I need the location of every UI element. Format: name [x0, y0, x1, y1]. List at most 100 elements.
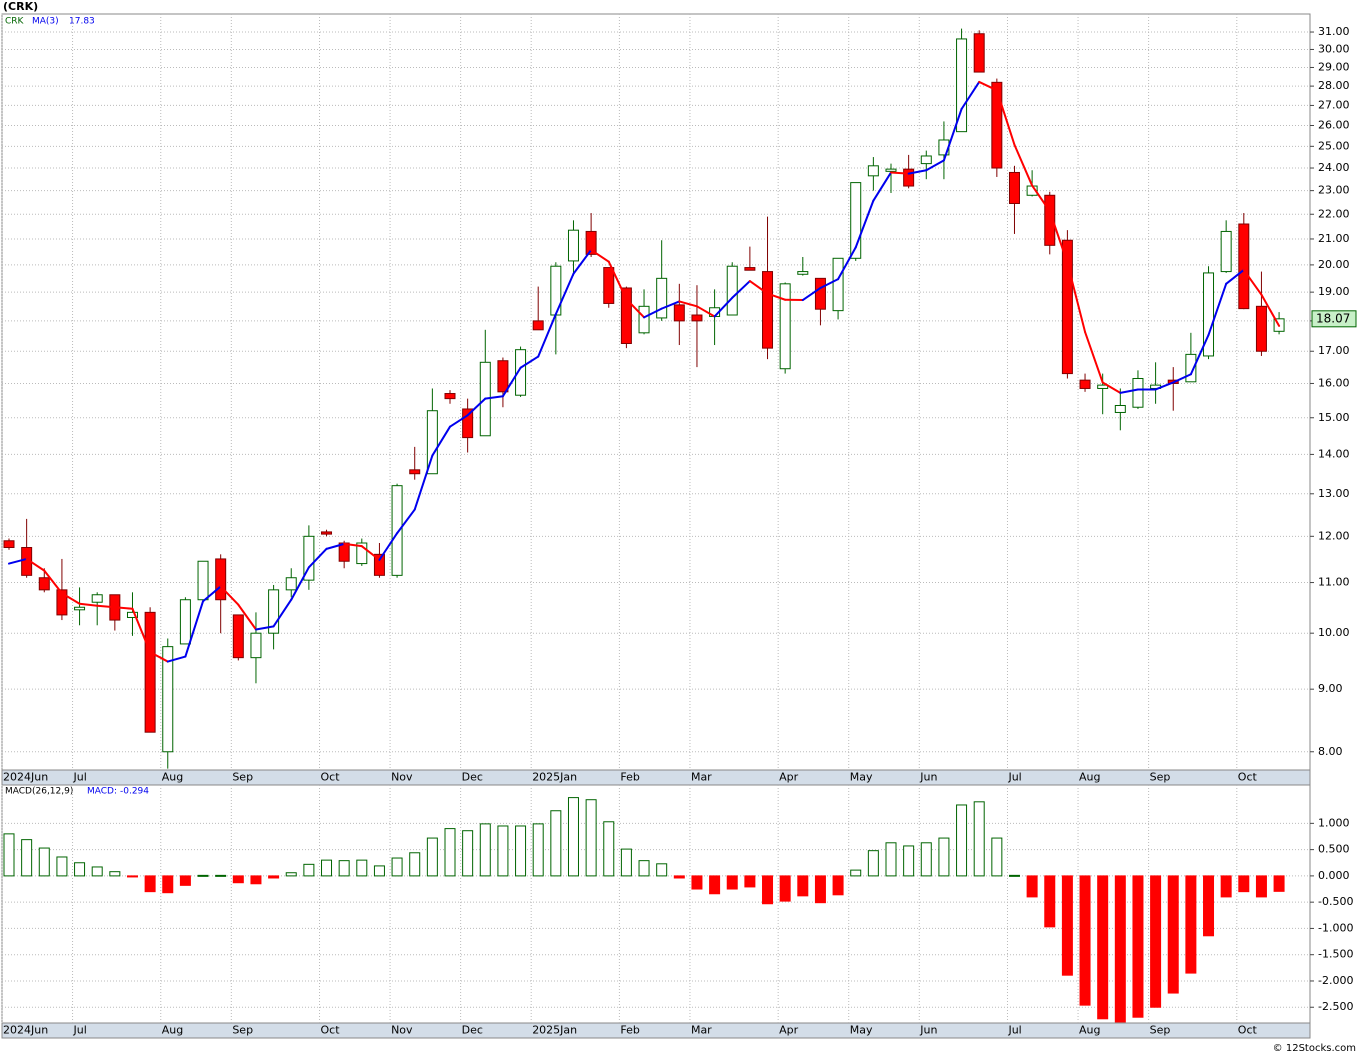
x-tick-label: 2024Jun	[3, 771, 48, 784]
macd-bar	[21, 839, 33, 877]
candle-body	[638, 305, 650, 334]
macd-bar	[56, 856, 68, 877]
y-tick-label: 29.00	[1318, 60, 1350, 73]
candle-body	[673, 304, 685, 322]
ma-segment	[837, 246, 857, 281]
ma-segment	[254, 625, 275, 631]
candle-body	[74, 606, 86, 611]
ma-segment	[343, 542, 363, 548]
macd-bar	[303, 863, 315, 877]
candle-body	[321, 531, 333, 535]
macd-bar	[1150, 875, 1162, 1008]
ma-segment	[8, 557, 28, 565]
macd-bar	[567, 797, 579, 877]
candle-body	[726, 265, 738, 316]
ma-segment	[60, 592, 81, 605]
candle-body	[1008, 171, 1020, 204]
x-tick-label: Feb	[620, 1024, 639, 1037]
macd-bar	[956, 804, 968, 877]
x-tick-label: Jul	[73, 1024, 87, 1037]
x-tick-label: May	[850, 771, 873, 784]
macd-bar	[162, 875, 174, 894]
candle-body	[303, 535, 315, 581]
candle-body	[603, 267, 615, 304]
candle-body	[497, 360, 509, 393]
macd-bar	[1044, 875, 1056, 928]
y-tick-label: 23.00	[1318, 184, 1350, 197]
ma-segment	[1048, 210, 1069, 264]
candle-body	[1044, 194, 1056, 246]
ma-segment	[378, 532, 399, 561]
x-tick-label: 2025Jan	[532, 771, 577, 784]
y-tick-label: 24.00	[1318, 161, 1350, 174]
macd-bar	[1079, 875, 1091, 1006]
candle-body	[285, 577, 297, 591]
header: (CRK)	[3, 0, 38, 13]
macd-bar	[673, 875, 685, 879]
y-tick-label: -2.500	[1318, 1000, 1353, 1013]
ma-segment	[537, 313, 557, 358]
candle-body	[409, 469, 421, 475]
candle-body	[1185, 353, 1197, 383]
macd-bar	[1167, 875, 1179, 994]
y-tick-label: 17.00	[1318, 344, 1350, 357]
ma-segment	[1031, 184, 1051, 213]
macd-bar	[1132, 875, 1144, 1018]
ma-segment	[643, 307, 663, 319]
macd-bar	[3, 833, 15, 877]
candle-body	[762, 271, 774, 349]
candle-body	[850, 182, 862, 259]
candle-body	[1238, 223, 1250, 310]
ma-segment	[131, 607, 152, 654]
y-tick-label: 25.00	[1318, 139, 1350, 152]
x-tick-label: Jul	[1007, 771, 1021, 784]
ma-segment	[96, 604, 116, 609]
candle-body	[1114, 404, 1126, 413]
y-tick-label: -2.000	[1318, 974, 1353, 987]
macd-bar	[38, 847, 50, 877]
ma-segment	[978, 80, 998, 92]
ma-segment	[113, 606, 134, 610]
macd-bar	[1255, 875, 1267, 898]
x-tick-label: Apr	[779, 1024, 799, 1037]
macd-title: MACD(26,12,9)	[5, 787, 73, 797]
macd-bar	[409, 852, 421, 877]
ma-segment	[854, 199, 875, 249]
ma-segment	[678, 300, 698, 308]
ma-segment	[396, 508, 416, 535]
ma-segment	[202, 585, 222, 603]
macd-bar	[179, 875, 191, 886]
candle-body	[779, 283, 791, 370]
x-tick-label: Nov	[391, 1024, 413, 1037]
candle-body	[620, 287, 632, 344]
ma-segment	[1101, 381, 1122, 394]
candle-body	[532, 320, 544, 331]
ma-segment	[43, 569, 63, 595]
ma-segment	[995, 89, 1016, 146]
x-tick-label: 2024Jun	[3, 1024, 48, 1037]
candle-body	[162, 646, 174, 753]
macd-value: -0.294	[120, 787, 149, 797]
candle-body	[1061, 239, 1073, 375]
y-tick-label: 10.00	[1318, 626, 1350, 639]
macd-bar	[462, 830, 474, 877]
macd-bar	[885, 842, 897, 877]
candle-body	[91, 594, 103, 603]
candle-body	[991, 81, 1003, 169]
candle-body	[920, 155, 932, 165]
candle-body	[250, 632, 262, 659]
candle-body	[444, 393, 456, 400]
macd-bar	[814, 875, 826, 904]
x-tick-label: Apr	[779, 771, 799, 784]
x-tick-label: Jul	[1007, 1024, 1021, 1037]
ma-segment	[325, 542, 346, 550]
x-tick-label: Sep	[232, 771, 253, 784]
x-tick-label: Oct	[321, 771, 341, 784]
y-tick-label: 20.00	[1318, 258, 1350, 271]
macd-bar	[1061, 875, 1073, 976]
y-tick-label: 8.00	[1318, 745, 1343, 758]
ma-segment	[748, 280, 769, 295]
candle-body	[144, 611, 156, 733]
macd-bar	[691, 875, 703, 890]
ma-segment	[925, 159, 945, 172]
